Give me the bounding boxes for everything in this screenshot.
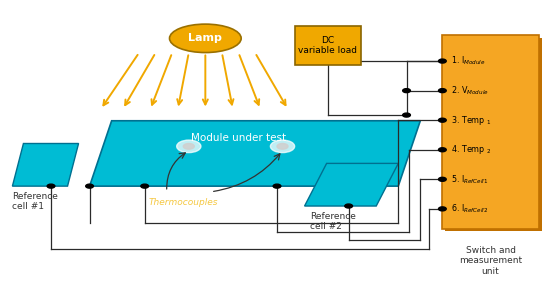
Polygon shape: [305, 163, 398, 206]
Circle shape: [47, 184, 55, 188]
Circle shape: [403, 113, 411, 117]
Text: Reference
cell #1: Reference cell #1: [12, 192, 58, 211]
Circle shape: [439, 148, 446, 152]
Text: 5. I$_{RefCell 1}$: 5. I$_{RefCell 1}$: [450, 173, 488, 186]
Circle shape: [273, 184, 281, 188]
Ellipse shape: [170, 24, 241, 53]
FancyBboxPatch shape: [442, 36, 539, 229]
Text: 4. Temp $_{2}$: 4. Temp $_{2}$: [450, 143, 491, 156]
Text: 3. Temp $_{1}$: 3. Temp $_{1}$: [450, 114, 491, 127]
Circle shape: [183, 144, 194, 149]
Text: DC
variable load: DC variable load: [299, 36, 357, 55]
Circle shape: [141, 184, 148, 188]
Polygon shape: [90, 121, 420, 186]
FancyBboxPatch shape: [295, 26, 361, 65]
Circle shape: [177, 140, 201, 153]
Circle shape: [345, 204, 352, 208]
Text: Lamp: Lamp: [188, 33, 222, 43]
Circle shape: [270, 140, 295, 153]
FancyBboxPatch shape: [445, 38, 542, 231]
Text: 6. I$_{RefCell 2}$: 6. I$_{RefCell 2}$: [450, 203, 488, 215]
Text: 2. V$_{Module}$: 2. V$_{Module}$: [450, 84, 489, 97]
Text: Thermocouples: Thermocouples: [148, 197, 218, 207]
Circle shape: [439, 207, 446, 211]
Circle shape: [439, 177, 446, 181]
Circle shape: [277, 144, 288, 149]
Text: 1. I$_{Module}$: 1. I$_{Module}$: [450, 55, 485, 67]
Text: Switch and
measurement
unit: Switch and measurement unit: [459, 246, 522, 276]
Circle shape: [86, 184, 94, 188]
Circle shape: [403, 89, 411, 93]
Text: Module under test: Module under test: [191, 133, 286, 143]
Circle shape: [439, 59, 446, 63]
Text: Reference
cell #2: Reference cell #2: [310, 212, 356, 231]
Polygon shape: [12, 144, 79, 186]
Circle shape: [439, 89, 446, 93]
Circle shape: [439, 118, 446, 122]
